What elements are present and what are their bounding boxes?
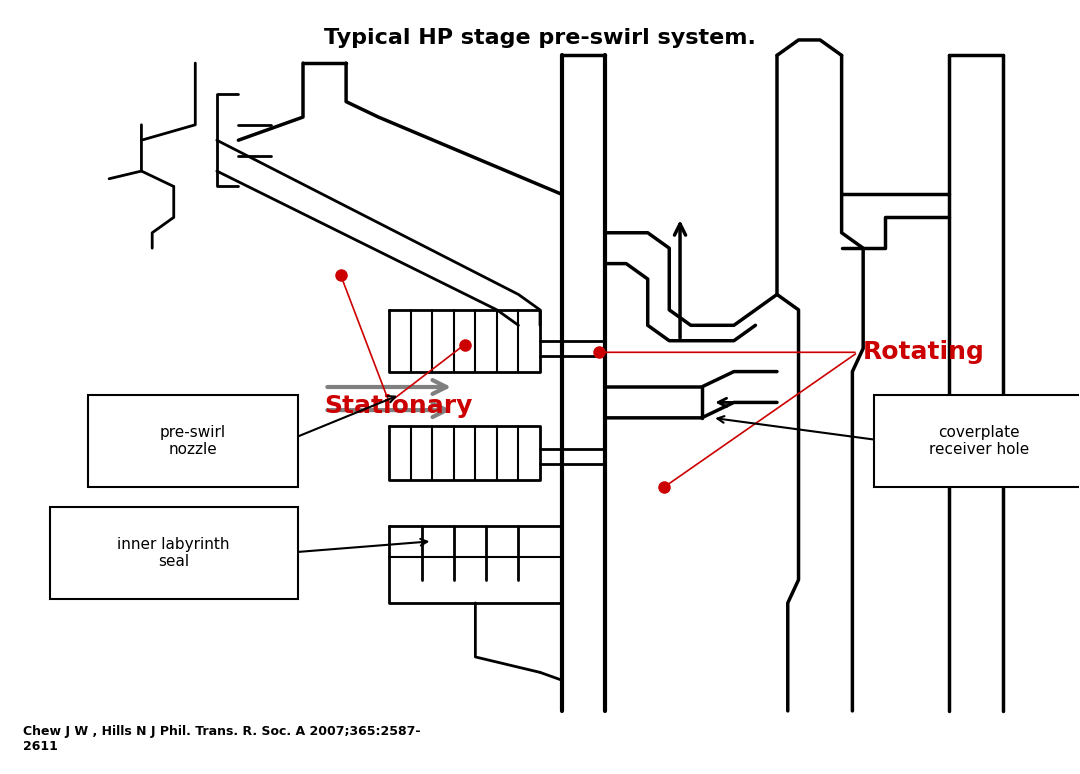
Text: coverplate
receiver hole: coverplate receiver hole (929, 425, 1029, 457)
Text: Stationary: Stationary (325, 394, 473, 418)
FancyBboxPatch shape (874, 395, 1080, 488)
Text: Chew J W , Hills N J Phil. Trans. R. Soc. A 2007;365:2587-
2611: Chew J W , Hills N J Phil. Trans. R. Soc… (23, 725, 420, 753)
Text: pre-swirl
nozzle: pre-swirl nozzle (160, 425, 226, 457)
FancyBboxPatch shape (87, 395, 298, 488)
Text: Rotating: Rotating (863, 341, 985, 365)
FancyBboxPatch shape (50, 506, 298, 599)
Text: Typical HP stage pre-swirl system.: Typical HP stage pre-swirl system. (324, 29, 756, 49)
Text: inner labyrinth
seal: inner labyrinth seal (118, 536, 230, 569)
